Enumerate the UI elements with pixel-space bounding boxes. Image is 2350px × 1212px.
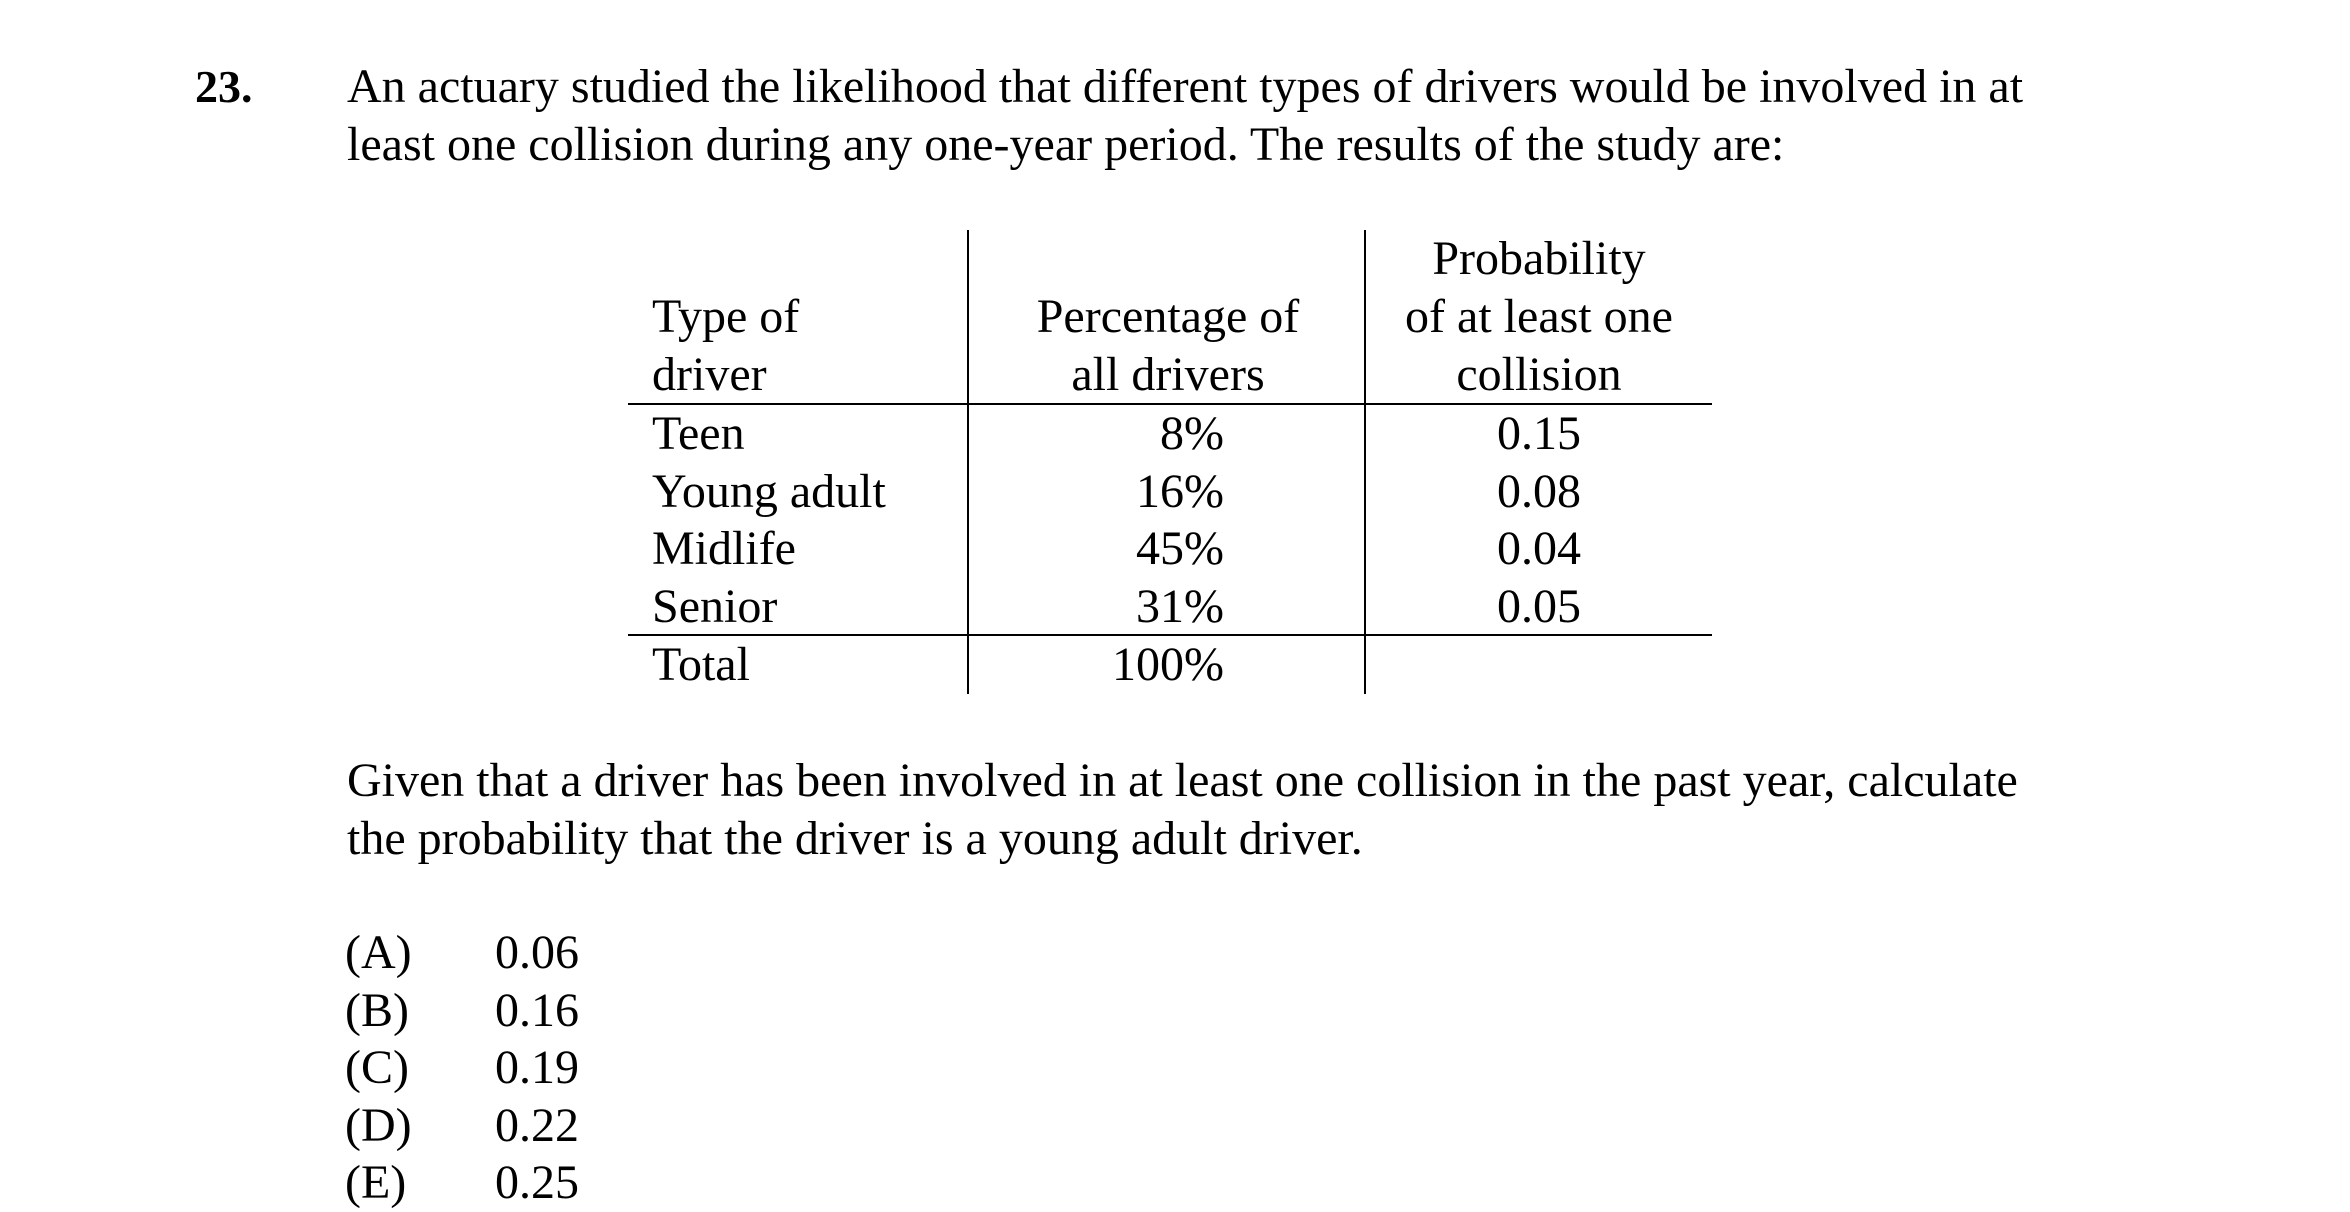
- row-senior-type: Senior: [652, 580, 778, 633]
- question-number: 23.: [195, 61, 253, 112]
- intro-line: An actuary studied the likelihood that d…: [347, 60, 2024, 113]
- header-percentage-line2: all drivers: [1071, 348, 1265, 401]
- row-midlife-percentage: 45%: [1136, 522, 1224, 575]
- total-rule: [628, 634, 1712, 636]
- row-teen-percentage: 8%: [1160, 407, 1224, 460]
- prompt-line: Given that a driver has been involved in…: [347, 754, 2018, 807]
- choice-a-letter: (A): [345, 926, 412, 979]
- row-young-adult-type: Young adult: [652, 465, 886, 518]
- row-senior-percentage: 31%: [1136, 580, 1224, 633]
- row-total-type: Total: [652, 638, 750, 691]
- choice-c-value: 0.19: [495, 1041, 579, 1094]
- intro-line: least one collision during any one-year …: [347, 118, 1785, 171]
- header-probability-line1: Probability: [1432, 232, 1646, 285]
- choice-b-letter: (B): [345, 984, 409, 1037]
- prompt-line: the probability that the driver is a you…: [347, 812, 1363, 865]
- row-senior-probability: 0.05: [1497, 580, 1581, 633]
- header-probability-line3: collision: [1456, 348, 1622, 401]
- question-prompt: Given that a driver has been involved in…: [347, 752, 2247, 868]
- row-midlife-probability: 0.04: [1497, 522, 1581, 575]
- row-teen-probability: 0.15: [1497, 407, 1581, 460]
- header-type-line1: Type of: [652, 290, 800, 343]
- choice-b-value: 0.16: [495, 984, 579, 1037]
- choice-c-letter: (C): [345, 1041, 409, 1094]
- header-type-line2: driver: [652, 348, 767, 401]
- header-rule: [628, 403, 1712, 405]
- row-young-adult-percentage: 16%: [1136, 465, 1224, 518]
- choice-a-value: 0.06: [495, 926, 579, 979]
- row-total-percentage: 100%: [1112, 638, 1224, 691]
- row-young-adult-probability: 0.08: [1497, 465, 1581, 518]
- row-teen-type: Teen: [652, 407, 745, 460]
- choice-d-value: 0.22: [495, 1099, 579, 1152]
- row-midlife-type: Midlife: [652, 522, 796, 575]
- column-divider-2: [1364, 230, 1366, 694]
- question-intro: An actuary studied the likelihood that d…: [347, 58, 2247, 174]
- choice-d-letter: (D): [345, 1099, 412, 1152]
- choice-e-letter: (E): [345, 1156, 407, 1209]
- header-percentage-line1: Percentage of: [1036, 290, 1300, 343]
- choice-e-value: 0.25: [495, 1156, 579, 1209]
- column-divider-1: [967, 230, 969, 694]
- header-probability-line2: of at least one: [1405, 290, 1673, 343]
